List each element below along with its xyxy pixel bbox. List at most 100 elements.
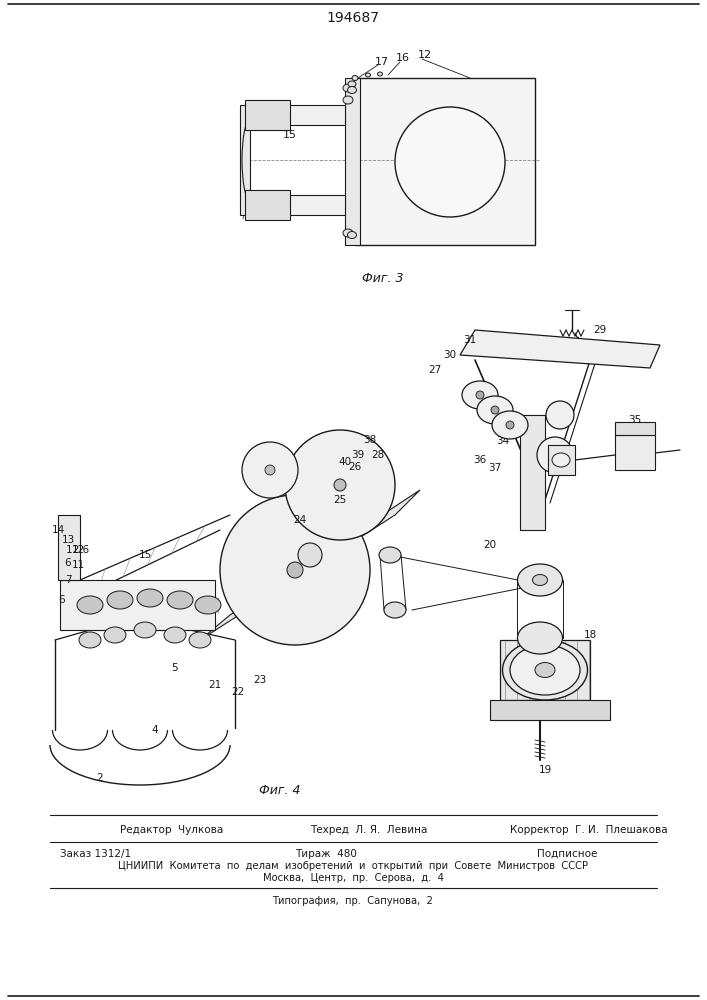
Text: Техред  Л. Я.  Левина: Техред Л. Я. Левина bbox=[310, 825, 427, 835]
Ellipse shape bbox=[343, 96, 353, 104]
Text: Фиг. 3: Фиг. 3 bbox=[362, 271, 404, 284]
Text: Типография,  пр.  Сапунова,  2: Типография, пр. Сапунова, 2 bbox=[273, 896, 433, 906]
Circle shape bbox=[476, 391, 484, 399]
Text: 19: 19 bbox=[538, 765, 551, 775]
Text: Москва,  Центр,  пр.  Серова,  д.  4: Москва, Центр, пр. Серова, д. 4 bbox=[262, 873, 443, 883]
Text: 23: 23 bbox=[253, 675, 267, 685]
Text: 12: 12 bbox=[418, 50, 432, 60]
Text: 14: 14 bbox=[52, 525, 64, 535]
Text: 37: 37 bbox=[489, 463, 502, 473]
Polygon shape bbox=[548, 445, 575, 475]
Polygon shape bbox=[615, 422, 655, 435]
Text: 6: 6 bbox=[64, 558, 71, 568]
Text: 35: 35 bbox=[629, 415, 642, 425]
Text: 25: 25 bbox=[334, 495, 346, 505]
Text: 24: 24 bbox=[293, 515, 307, 525]
Ellipse shape bbox=[137, 589, 163, 607]
Text: Фиг. 4: Фиг. 4 bbox=[259, 784, 300, 796]
Circle shape bbox=[506, 421, 514, 429]
Polygon shape bbox=[490, 700, 610, 720]
Text: 33: 33 bbox=[496, 423, 510, 433]
Polygon shape bbox=[245, 190, 290, 220]
Ellipse shape bbox=[366, 73, 370, 77]
Ellipse shape bbox=[535, 662, 555, 678]
Polygon shape bbox=[615, 435, 655, 470]
Ellipse shape bbox=[379, 547, 401, 563]
Text: 15: 15 bbox=[283, 130, 297, 140]
Ellipse shape bbox=[552, 453, 570, 467]
Ellipse shape bbox=[107, 591, 133, 609]
Circle shape bbox=[285, 430, 395, 540]
Ellipse shape bbox=[348, 232, 356, 238]
Circle shape bbox=[242, 442, 298, 498]
Ellipse shape bbox=[532, 574, 547, 585]
Ellipse shape bbox=[477, 396, 513, 424]
Text: 18: 18 bbox=[583, 630, 597, 640]
Circle shape bbox=[265, 465, 275, 475]
Text: 6: 6 bbox=[59, 595, 65, 605]
Polygon shape bbox=[245, 100, 290, 130]
Ellipse shape bbox=[189, 632, 211, 648]
Text: 2: 2 bbox=[97, 773, 103, 783]
Text: 27: 27 bbox=[428, 365, 442, 375]
Text: 7: 7 bbox=[64, 575, 71, 585]
Text: 40: 40 bbox=[339, 457, 351, 467]
Text: 29: 29 bbox=[593, 325, 607, 335]
Text: 4: 4 bbox=[152, 725, 158, 735]
Ellipse shape bbox=[492, 411, 528, 439]
Text: 28: 28 bbox=[371, 450, 385, 460]
Ellipse shape bbox=[134, 622, 156, 638]
Ellipse shape bbox=[462, 381, 498, 409]
Polygon shape bbox=[60, 580, 215, 630]
Text: 39: 39 bbox=[351, 450, 365, 460]
Ellipse shape bbox=[378, 72, 382, 76]
Ellipse shape bbox=[348, 81, 356, 87]
Text: 36: 36 bbox=[474, 455, 486, 465]
Text: 13: 13 bbox=[62, 535, 75, 545]
Ellipse shape bbox=[195, 596, 221, 614]
Ellipse shape bbox=[343, 84, 353, 92]
Text: 5: 5 bbox=[172, 663, 178, 673]
Text: 194687: 194687 bbox=[327, 11, 380, 25]
Text: 16: 16 bbox=[396, 53, 410, 63]
Ellipse shape bbox=[164, 627, 186, 643]
Text: Корректор  Г. И.  Плешакова: Корректор Г. И. Плешакова bbox=[510, 825, 667, 835]
Text: Тираж  480: Тираж 480 bbox=[295, 849, 357, 859]
Text: 32: 32 bbox=[496, 410, 510, 420]
Text: 31: 31 bbox=[463, 335, 477, 345]
Ellipse shape bbox=[104, 627, 126, 643]
Text: 34: 34 bbox=[496, 436, 510, 446]
Polygon shape bbox=[500, 640, 590, 700]
Polygon shape bbox=[58, 515, 80, 580]
Text: 20: 20 bbox=[484, 540, 496, 550]
Circle shape bbox=[491, 406, 499, 414]
Polygon shape bbox=[520, 415, 545, 530]
Polygon shape bbox=[240, 105, 250, 215]
Text: 15: 15 bbox=[139, 550, 151, 560]
Text: 17: 17 bbox=[375, 57, 389, 67]
Text: 30: 30 bbox=[443, 350, 457, 360]
Ellipse shape bbox=[518, 622, 563, 654]
Ellipse shape bbox=[518, 564, 563, 596]
Ellipse shape bbox=[167, 591, 193, 609]
Text: 12: 12 bbox=[71, 545, 85, 555]
Text: 12 6: 12 6 bbox=[66, 545, 90, 555]
Ellipse shape bbox=[348, 87, 356, 94]
Polygon shape bbox=[200, 490, 420, 640]
Polygon shape bbox=[245, 195, 345, 215]
Ellipse shape bbox=[77, 596, 103, 614]
Ellipse shape bbox=[503, 640, 588, 700]
Circle shape bbox=[546, 401, 574, 429]
Ellipse shape bbox=[384, 602, 406, 618]
Text: Подписное: Подписное bbox=[537, 849, 597, 859]
Text: 26: 26 bbox=[349, 462, 361, 472]
Polygon shape bbox=[460, 330, 660, 368]
Polygon shape bbox=[345, 78, 360, 245]
Circle shape bbox=[298, 543, 322, 567]
Text: 38: 38 bbox=[363, 435, 377, 445]
Circle shape bbox=[537, 437, 573, 473]
Text: ЦНИИПИ  Комитета  по  делам  изобретений  и  открытий  при  Совете  Министров  С: ЦНИИПИ Комитета по делам изобретений и о… bbox=[118, 861, 588, 871]
Text: 11: 11 bbox=[71, 560, 85, 570]
Text: 21: 21 bbox=[209, 680, 221, 690]
Circle shape bbox=[334, 479, 346, 491]
